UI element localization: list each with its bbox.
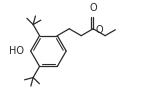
Text: HO: HO: [9, 46, 24, 56]
Text: O: O: [89, 4, 97, 13]
Text: O: O: [96, 25, 103, 35]
